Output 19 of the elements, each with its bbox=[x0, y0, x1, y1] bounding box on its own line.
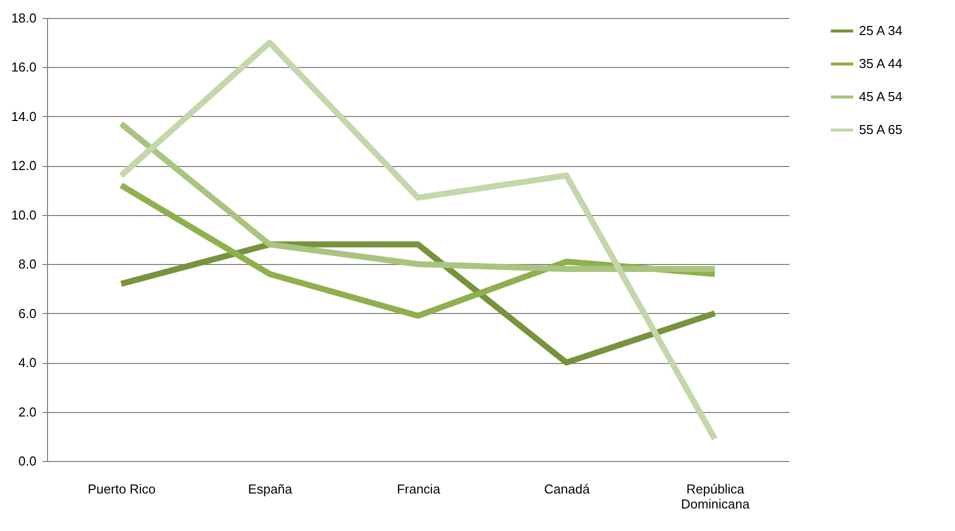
y-tick-label: 18.0 bbox=[11, 10, 36, 26]
y-tick-label: 12.0 bbox=[11, 158, 36, 174]
y-tick-label: 10.0 bbox=[11, 207, 36, 222]
y-tick-label: 0.0 bbox=[18, 454, 36, 468]
y-tick-label: 6.0 bbox=[18, 306, 36, 321]
y-tick-label: 8.0 bbox=[18, 256, 36, 272]
x-tick-label: Canadá bbox=[544, 482, 590, 496]
x-tick-label: Francia bbox=[396, 482, 441, 496]
y-tick-label: 4.0 bbox=[18, 355, 36, 370]
y-tick-label: 2.0 bbox=[18, 404, 36, 420]
x-tick-label: Puerto Rico bbox=[88, 482, 156, 496]
legend-label: 55 A 65 bbox=[859, 122, 902, 137]
x-tick-label: España bbox=[248, 482, 293, 496]
y-tick-label: 14.0 bbox=[11, 108, 36, 124]
x-tick-label: República Dominicana bbox=[680, 482, 750, 512]
legend-label: 25 A 34 bbox=[859, 23, 902, 38]
y-tick-label: 16.0 bbox=[11, 60, 36, 75]
legend-label: 45 A 54 bbox=[859, 89, 902, 104]
legend-label: 35 A 44 bbox=[859, 56, 902, 71]
